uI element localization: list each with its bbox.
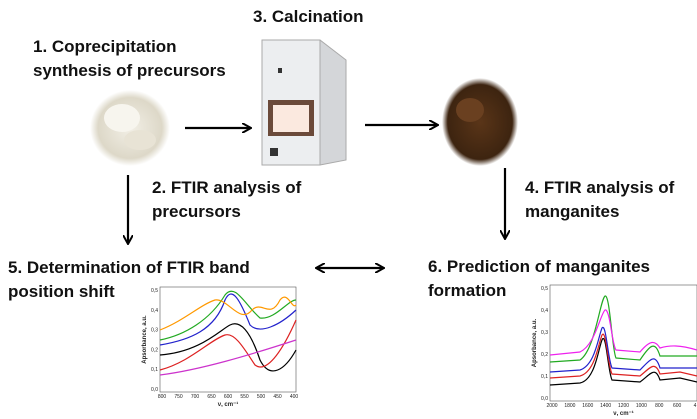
x-tick-label: 600: [673, 403, 682, 409]
x-tick-label: 1800: [564, 403, 575, 409]
x-tick-label: 450: [273, 394, 282, 400]
step-1: 1. Coprecipitation synthesis of precurso…: [33, 37, 226, 80]
x-tick-label: 700: [191, 394, 200, 400]
x-tick-label: 550: [240, 394, 249, 400]
x-tick-label: 1600: [582, 403, 593, 409]
step-text: 1. Coprecipitation: [33, 37, 177, 56]
x-tick-label: 4: [694, 403, 697, 409]
step-text: 4. FTIR analysis of: [525, 178, 675, 197]
y-tick-label: 0,2: [541, 352, 548, 358]
y-tick-label: 0,1: [541, 374, 548, 380]
step-text: 6. Prediction of manganites: [428, 257, 650, 276]
x-tick-label: 500: [257, 394, 266, 400]
step-text: manganites: [525, 202, 619, 221]
x-tick-label: 1000: [636, 403, 647, 409]
x-tick-label: 650: [207, 394, 216, 400]
x-axis-label: ν, cm⁻¹: [613, 410, 634, 417]
y-tick-label: 0,2: [151, 347, 158, 353]
furnace: [261, 39, 347, 166]
y-tick-label: 0,5: [541, 286, 548, 292]
x-tick-label: 750: [174, 394, 183, 400]
x-tick-label: 2000: [546, 403, 557, 409]
x-tick-label: 1400: [600, 403, 611, 409]
y-tick-label: 0,5: [151, 288, 158, 294]
y-tick-label: 0,0: [151, 387, 158, 393]
step-text: 5. Determination of FTIR band: [8, 258, 250, 277]
step-text: 2. FTIR analysis of: [152, 178, 302, 197]
y-tick-label: 0,1: [151, 367, 158, 373]
x-axis-label: ν, cm⁻¹: [218, 401, 239, 408]
step-text: precursors: [152, 202, 241, 221]
x-tick-label: 600: [224, 394, 233, 400]
step-text: formation: [428, 281, 506, 300]
y-tick-label: 0,0: [541, 396, 548, 402]
x-tick-label: 800: [655, 403, 664, 409]
y-axis-label: Apsorbance, a.u.: [142, 315, 148, 364]
step-text: synthesis of precursors: [33, 61, 226, 80]
step-text: 3. Calcination: [253, 7, 364, 26]
y-axis-label: Apsorbance, a.u.: [532, 319, 538, 368]
step-2: 2. FTIR analysis of precursors: [152, 178, 302, 221]
step-4: 4. FTIR analysis of manganites: [525, 178, 675, 221]
step-6: 6. Prediction of manganites formation: [428, 257, 650, 300]
white-powder: [90, 90, 170, 166]
x-tick-label: 800: [158, 394, 167, 400]
y-tick-label: 0,4: [541, 308, 548, 314]
x-tick-label: 400: [290, 394, 299, 400]
x-tick-label: 1200: [618, 403, 629, 409]
y-tick-label: 0,3: [541, 330, 548, 336]
brown-powder: [442, 78, 518, 166]
step-text: position shift: [8, 282, 115, 301]
y-tick-label: 0,3: [151, 328, 158, 334]
step-5: 5. Determination of FTIR band position s…: [8, 258, 250, 301]
y-tick-label: 0,4: [151, 308, 158, 314]
